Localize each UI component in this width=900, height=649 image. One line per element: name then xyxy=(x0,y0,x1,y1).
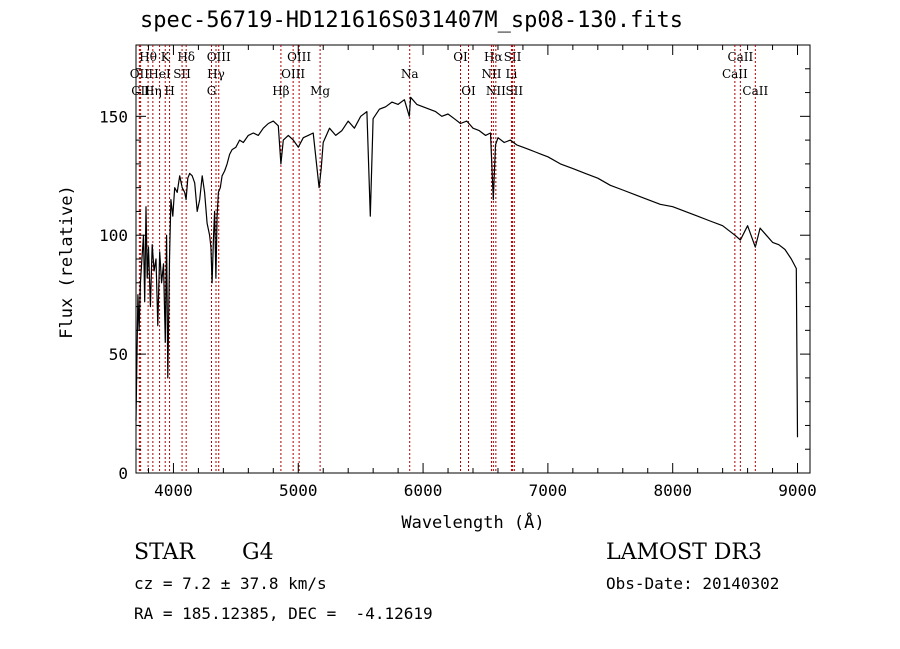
line-label: CaII xyxy=(727,50,753,64)
x-axis-label: Wavelength (Å) xyxy=(401,511,544,533)
line-label: SII xyxy=(504,50,522,64)
plot-border xyxy=(135,44,811,474)
line-label: Hβ xyxy=(272,84,289,98)
line-label: Hθ xyxy=(139,50,157,64)
line-label: Hδ xyxy=(177,50,195,64)
subclass: G4 xyxy=(242,540,274,565)
line-label: CII xyxy=(131,84,150,98)
y-axis-label: Flux (relative) xyxy=(57,185,77,339)
coordinates: RA = 185.12385, DEC = -4.12619 xyxy=(134,604,433,623)
line-label: G xyxy=(207,84,217,98)
line-label: NII xyxy=(486,84,506,98)
line-label: Hη xyxy=(144,84,162,98)
survey-name: LAMOST DR3 xyxy=(606,540,762,565)
line-label: CaII xyxy=(742,84,768,98)
line-label: SII xyxy=(505,84,523,98)
line-label: K xyxy=(161,50,171,64)
line-label: Hγ xyxy=(207,67,225,81)
x-tick-label: 6000 xyxy=(404,481,443,500)
x-tick-label: 9000 xyxy=(778,481,817,500)
line-label: Mg xyxy=(310,84,330,98)
y-tick-label: 0 xyxy=(118,464,128,483)
axes: 4000 5000 6000 7000 8000 9000 0 50 100 150 xyxy=(99,45,817,500)
spectrum-line xyxy=(135,96,799,438)
x-tick-label: 8000 xyxy=(653,481,692,500)
line-label: Li xyxy=(506,67,518,81)
line-label: H xyxy=(164,84,174,98)
x-tick-label: 4000 xyxy=(154,481,193,500)
line-label: SII xyxy=(173,67,191,81)
y-tick-label: 100 xyxy=(99,226,128,245)
obs-date: Obs-Date: 20140302 xyxy=(606,574,780,593)
line-label: OIII xyxy=(287,50,311,64)
x-tick-label: 5000 xyxy=(279,481,318,500)
y-tick-label: 150 xyxy=(99,107,128,126)
y-tick-label: 50 xyxy=(109,345,128,364)
line-label: OII xyxy=(130,67,150,81)
line-label: NII xyxy=(481,67,501,81)
x-tick-label: 7000 xyxy=(529,481,568,500)
plot-frame xyxy=(135,44,811,474)
line-label: OIII xyxy=(281,67,305,81)
spectrum-series xyxy=(135,96,799,438)
emission-line-markers: Hθ OII CII K HeI Hη Hδ SII H OIII Hγ G OIII OIII Hβ Mg N… xyxy=(130,45,768,473)
object-class: STAR xyxy=(134,540,195,565)
line-label: HeI xyxy=(148,67,171,81)
line-label: OI xyxy=(453,50,468,64)
line-label: OI xyxy=(461,84,476,98)
line-label: Hα xyxy=(484,50,503,64)
line-label: Na xyxy=(401,67,419,81)
chart-title: spec-56719-HD121616S031407M_sp08-130.fit… xyxy=(140,8,684,33)
line-label: OIII xyxy=(207,50,231,64)
redshift-cz: cz = 7.2 ± 37.8 km/s xyxy=(134,574,327,593)
line-label: CaII xyxy=(722,67,748,81)
